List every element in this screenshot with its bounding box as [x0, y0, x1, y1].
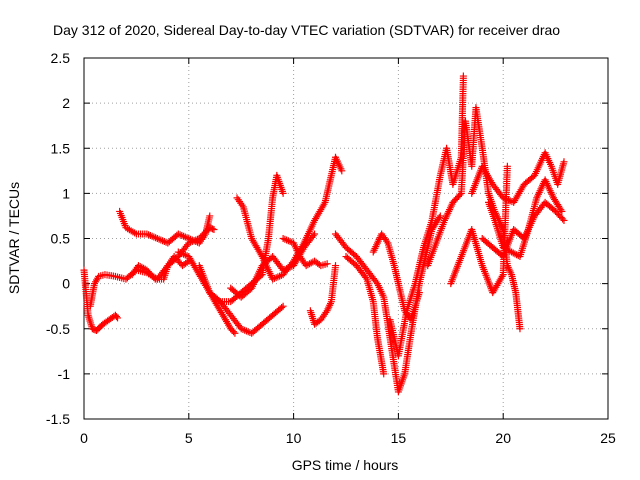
data-point [459, 72, 467, 80]
data-point [279, 302, 287, 310]
data-point [559, 215, 567, 223]
series-s4 [128, 253, 193, 283]
y-tick-label: 1 [62, 185, 70, 201]
data-point [206, 212, 214, 220]
x-tick-label: 20 [495, 430, 511, 446]
data-point [560, 216, 568, 224]
axis-ticks: 0 5 10 15 20 25 -1.5 -1 -0.5 0 0.5 1 1.5 2 2.5 [46, 50, 616, 446]
series-s12 [332, 212, 444, 396]
y-tick-label: -0.5 [46, 321, 70, 337]
x-tick-label: 10 [286, 430, 302, 446]
data-point [114, 314, 122, 322]
series-s17 [447, 162, 511, 297]
chart-title: Day 312 of 2020, Sidereal Day-to-day VTE… [53, 22, 560, 38]
data-point [435, 214, 443, 222]
series-s5 [174, 171, 287, 306]
data-point [557, 206, 565, 214]
series-s20 [485, 176, 566, 261]
data-series [80, 72, 568, 396]
x-tick-label: 0 [80, 430, 88, 446]
data-point [209, 225, 217, 233]
data-point [436, 212, 444, 220]
data-point [362, 273, 370, 281]
series-s16 [424, 104, 524, 333]
data-point [323, 260, 331, 268]
y-axis-label: SDTVAR / TECUs [6, 182, 22, 294]
series-s3 [116, 207, 214, 247]
data-point [311, 230, 319, 238]
data-point [279, 189, 287, 197]
y-tick-label: 0 [62, 276, 70, 292]
y-tick-label: 1.5 [51, 140, 71, 156]
y-tick-label: -1.5 [46, 411, 70, 427]
y-tick-label: 2.5 [51, 50, 71, 66]
y-tick-label: -1 [58, 366, 71, 382]
series-s11 [306, 262, 340, 328]
y-tick-label: 0.5 [51, 231, 71, 247]
data-point [338, 167, 346, 175]
series-s18 [468, 149, 568, 206]
data-point [516, 325, 524, 333]
data-point [230, 328, 238, 336]
data-point [372, 278, 380, 286]
data-point [456, 191, 464, 199]
data-point [332, 262, 340, 270]
data-point [558, 207, 566, 215]
data-point [150, 274, 158, 282]
data-point [560, 158, 568, 166]
series-s7 [206, 289, 239, 337]
data-point [278, 303, 286, 311]
series-s13 [342, 253, 388, 378]
x-axis-label: GPS time / hours [292, 457, 399, 473]
series-s8 [233, 153, 346, 283]
data-point [112, 313, 120, 321]
x-tick-label: 25 [600, 430, 616, 446]
data-point [415, 289, 423, 297]
series-s10 [279, 235, 331, 270]
y-tick-label: 2 [62, 95, 70, 111]
data-point [231, 329, 239, 337]
data-point [380, 370, 388, 378]
series-s15 [386, 72, 467, 360]
data-point [309, 232, 317, 240]
x-tick-label: 15 [391, 430, 407, 446]
data-point [210, 225, 218, 233]
data-point [503, 162, 511, 170]
x-tick-label: 5 [185, 430, 193, 446]
series-s9 [227, 230, 319, 301]
